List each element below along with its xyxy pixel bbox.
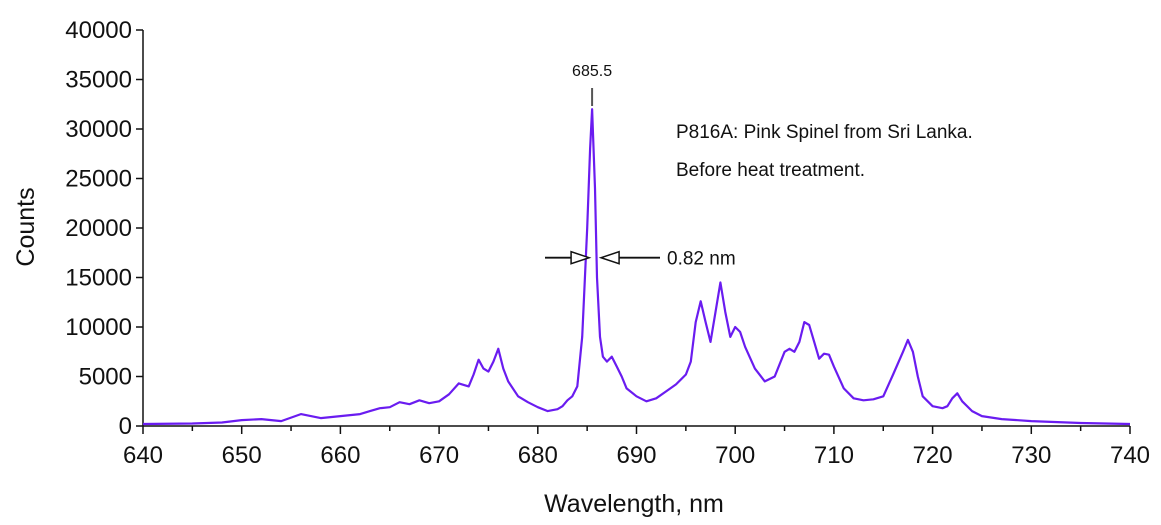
fwhm-annotation: 0.82 nm bbox=[545, 249, 736, 270]
series-group bbox=[142, 108, 1131, 426]
x-tick-label: 660 bbox=[320, 442, 360, 469]
y-tick-label: 10000 bbox=[65, 314, 132, 341]
fwhm-label: 0.82 nm bbox=[667, 249, 736, 270]
sample-label: P816A: Pink Spinel from Sri Lanka. bbox=[676, 122, 973, 143]
y-tick-label: 0 bbox=[119, 413, 132, 440]
y-axis: 0 5000 10000 15000 20000 25000 30000 35000 40000 bbox=[65, 17, 144, 440]
x-tick-label: 730 bbox=[1011, 442, 1051, 469]
x-tick-label: 680 bbox=[518, 442, 558, 469]
y-tick-label: 20000 bbox=[65, 215, 132, 242]
y-tick-label: 5000 bbox=[79, 364, 132, 391]
y-tick-label: 40000 bbox=[65, 17, 132, 44]
x-tick-label: 710 bbox=[814, 442, 854, 469]
y-tick-label: 35000 bbox=[65, 67, 132, 94]
x-tick-label: 670 bbox=[419, 442, 459, 469]
x-tick-label: 740 bbox=[1110, 442, 1150, 469]
treatment-label: Before heat treatment. bbox=[676, 160, 865, 181]
x-tick-label: 690 bbox=[616, 442, 656, 469]
x-axis-title: Wavelength, nm bbox=[544, 490, 724, 518]
x-tick-label: 720 bbox=[913, 442, 953, 469]
fwhm-left-arrowhead bbox=[570, 250, 592, 265]
fwhm-right-arrowhead bbox=[598, 250, 620, 265]
x-tick-label: 650 bbox=[222, 442, 262, 469]
spectrum-line bbox=[142, 108, 1131, 426]
x-tick-label: 700 bbox=[715, 442, 755, 469]
y-tick-label: 30000 bbox=[65, 116, 132, 143]
y-tick-label: 15000 bbox=[65, 265, 132, 292]
x-tick-label: 640 bbox=[123, 442, 163, 469]
peak-label: 685.5 bbox=[572, 63, 612, 80]
y-axis-title: Counts bbox=[12, 187, 40, 266]
y-tick-label: 25000 bbox=[65, 166, 132, 193]
x-axis: 640 650 660 670 680 690 700 710 720 730 740 bbox=[123, 425, 1150, 469]
